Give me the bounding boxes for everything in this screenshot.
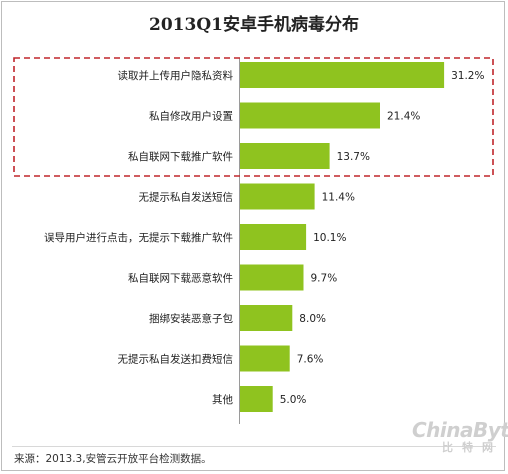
value-label: 31.2% [451,70,484,82]
watermark-logo: ChinaByte 比特网 [412,418,508,455]
value-label: 10.1% [313,232,346,244]
watermark-line2: 比特网 [442,441,502,454]
value-label: 7.6% [297,354,324,366]
category-label: 私自联网下载推广软件 [128,150,233,163]
category-label: 私自修改用户设置 [149,110,233,123]
bar [240,264,304,291]
value-label: 9.7% [311,273,338,285]
bar [240,62,445,88]
highlight-box [13,57,494,177]
source-note: 来源：2013.3,安管云开放平台检测数据。 [14,453,212,465]
bar [240,386,273,412]
category-label: 其他 [212,393,233,406]
footer-divider [12,446,496,447]
value-label: 8.0% [299,313,326,325]
value-label: 13.7% [337,151,370,163]
bar [240,305,293,331]
value-label: 5.0% [280,394,307,406]
bar [240,345,290,372]
category-label: 无提示私自发送扣费短信 [118,353,234,366]
bar [240,224,307,250]
value-label: 21.4% [387,111,420,123]
bar [240,183,315,210]
category-label: 读取并上传用户隐私资料 [118,69,234,82]
chart-title: 2013Q1安卓手机病毒分布 [149,15,359,35]
category-label: 无提示私自发送短信 [139,191,234,204]
bar [240,102,380,129]
category-label: 私自联网下载恶意软件 [128,272,233,285]
value-label: 11.4% [322,192,355,204]
bar [240,143,330,169]
category-label: 捆绑安装恶意子包 [149,312,233,325]
watermark-line1: ChinaByte [412,418,508,442]
category-label: 误导用户进行点击，无提示下载推广软件 [44,231,233,244]
